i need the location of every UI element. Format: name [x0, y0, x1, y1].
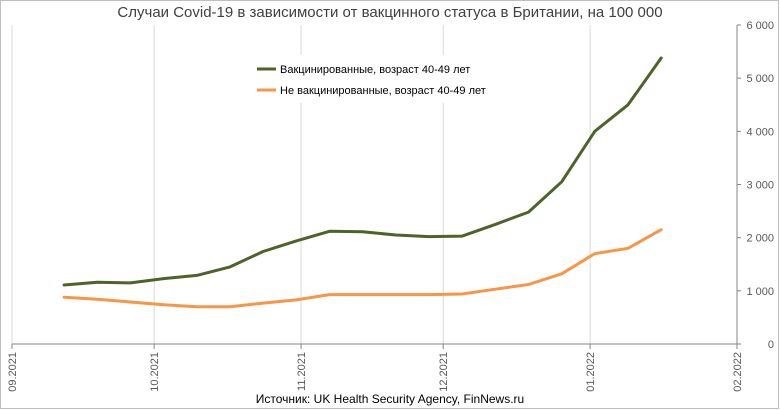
source-note: Источник: UK Health Security Agency, Fin… — [256, 392, 524, 406]
x-tick-label-0: 09.2021 — [7, 352, 19, 392]
series-line-vaccinated — [62, 56, 663, 287]
y-tick-label-5: 5 000 — [746, 73, 774, 85]
legend-label-vaccinated: Вакцинированные, возраст 40-49 лет — [280, 64, 470, 76]
legend: Вакцинированные, возраст 40-49 лет Не ва… — [250, 55, 496, 103]
y-tick-label-4: 4 000 — [746, 126, 774, 138]
series-lines — [62, 56, 663, 309]
chart-title: Случаи Covid-19 в зависимости от вакцинн… — [117, 4, 662, 21]
legend-label-unvaccinated: Не вакцинированные, возраст 40-49 лет — [280, 85, 486, 97]
x-tick-label-3: 12.2021 — [438, 352, 450, 392]
x-tick-label-5: 02.2022 — [732, 352, 744, 392]
x-axis-tick-labels: 09.2021 10.2021 11.2021 12.2021 01.2022 02.20… — [7, 352, 744, 392]
x-tick-label-1: 10.2021 — [149, 352, 161, 392]
legend-box — [250, 55, 496, 103]
y-axis-tick-labels: 0 1 000 2 000 3 000 4 000 5 000 6 000 — [737, 20, 774, 351]
y-tick-label-6: 6 000 — [746, 20, 774, 32]
y-tick-label-1: 1 000 — [746, 286, 774, 298]
x-tick-label-2: 11.2021 — [296, 352, 308, 391]
y-tick-label-2: 2 000 — [746, 233, 774, 245]
y-tick-label-0: 0 — [768, 339, 774, 351]
x-tick-label-4: 01.2022 — [585, 352, 597, 392]
series-line-unvaccinated — [62, 228, 663, 309]
y-tick-label-3: 3 000 — [746, 180, 774, 192]
